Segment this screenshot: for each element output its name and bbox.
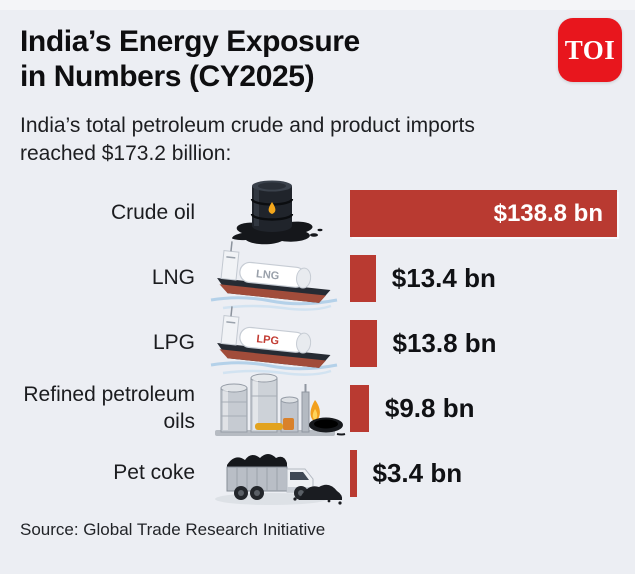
toi-logo: TOI: [558, 18, 622, 82]
coal-truck-icon: [195, 437, 350, 511]
bar-lpg: [350, 320, 377, 367]
toi-logo-text: TOI: [564, 34, 616, 65]
chart-row-lpg: LPG LPG: [0, 305, 635, 376]
value-label-crude-oil: $138.8 bn: [493, 199, 603, 227]
oil-barrel-icon: [195, 174, 350, 254]
refinery-tanks-icon: [195, 368, 350, 450]
category-label-lng: LNG: [151, 266, 195, 290]
category-label-lpg: LPG: [152, 331, 195, 355]
source-note: Source: Global Trade Research Initiative: [20, 520, 326, 539]
chart-row-pet-coke: Pet coke: [0, 441, 635, 506]
chart-subtitle: India’s total petroleum crude and produc…: [20, 112, 535, 168]
category-label-pet-coke: Pet coke: [113, 461, 195, 485]
chart-row-lng: LNG LNG: [0, 240, 635, 311]
svg-text:LPG: LPG: [255, 333, 279, 347]
value-label-refined-petroleum-oils: $9.8 bn: [384, 393, 475, 423]
bar-pet-coke: [350, 450, 357, 497]
bar-track: $13.8 bn: [350, 311, 635, 376]
value-label-pet-coke: $3.4 bn: [372, 458, 463, 488]
page-title: India’s Energy Exposure in Numbers (CY20…: [20, 24, 535, 94]
bar-track: $3.4 bn: [350, 441, 635, 506]
chart-row-refined-petroleum-oils: Refined petroleum oils: [0, 373, 635, 441]
chart-row-crude-oil: Crude oil $138.8 bn: [0, 180, 635, 246]
subtitle-line-1: India’s total petroleum crude and produc…: [20, 114, 475, 138]
value-label-lng: $13.4 bn: [391, 263, 496, 293]
title-line-1: India’s Energy Exposure: [20, 25, 360, 58]
subtitle-line-2: reached $173.2 billion:: [20, 142, 232, 166]
category-label-crude-oil: Crude oil: [110, 201, 195, 225]
header: India’s Energy Exposure in Numbers (CY20…: [20, 24, 535, 168]
category-label-refined-petroleum-oils: Refined petroleum oils: [23, 382, 195, 433]
bar-track: $138.8 bn: [350, 181, 635, 246]
lpg-tanker-ship-icon: LPG: [195, 305, 350, 383]
bar-crude-oil: $138.8 bn: [350, 190, 617, 237]
bar-lng: [350, 255, 376, 302]
bar-refined-petroleum-oils: [350, 385, 369, 432]
top-strip: [0, 0, 635, 10]
lng-tanker-ship-icon: LNG: [195, 240, 350, 318]
title-line-2: in Numbers (CY2025): [20, 60, 315, 94]
bar-chart: Crude oil $138.8 bn: [0, 180, 635, 506]
value-label-lpg: $13.8 bn: [392, 328, 497, 358]
bar-track: $13.4 bn: [350, 246, 635, 311]
svg-text:LNG: LNG: [255, 268, 279, 282]
bar-track: $9.8 bn: [350, 376, 635, 441]
